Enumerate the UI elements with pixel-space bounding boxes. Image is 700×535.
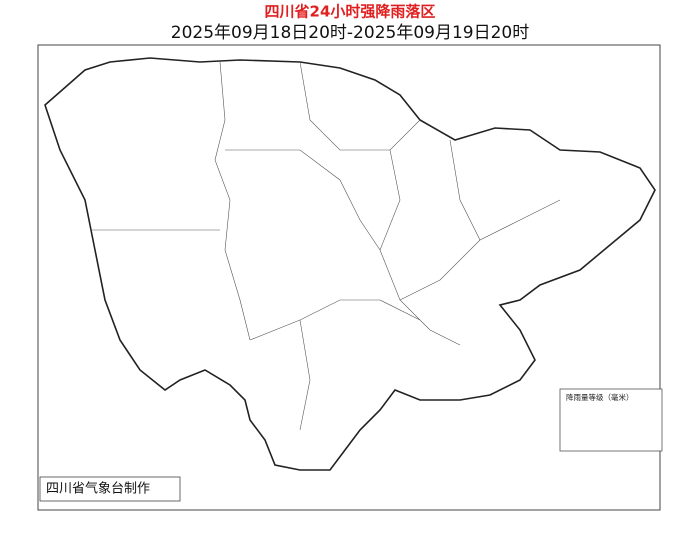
border-line <box>299 319 311 431</box>
legend-box <box>559 388 663 452</box>
border-line <box>399 199 561 301</box>
border-line <box>225 149 381 251</box>
province-outline <box>44 57 656 471</box>
province-layer <box>44 57 656 471</box>
prefecture-borders <box>90 61 561 431</box>
legend-title: 降雨量等级（毫米） <box>566 392 634 402</box>
map-title: 四川省24小时强降雨落区 <box>265 3 436 21</box>
credit-box <box>39 476 181 502</box>
credit: 四川省气象台制作 <box>46 481 150 497</box>
border-line <box>249 299 421 341</box>
border-line <box>449 139 481 241</box>
border-line <box>299 61 421 151</box>
map-subtitle: 2025年09月18日20时-2025年09月19日20时 <box>171 23 529 43</box>
border-line <box>379 149 461 346</box>
legend: 降雨量等级（毫米） <box>559 388 663 452</box>
border-line <box>214 61 251 341</box>
